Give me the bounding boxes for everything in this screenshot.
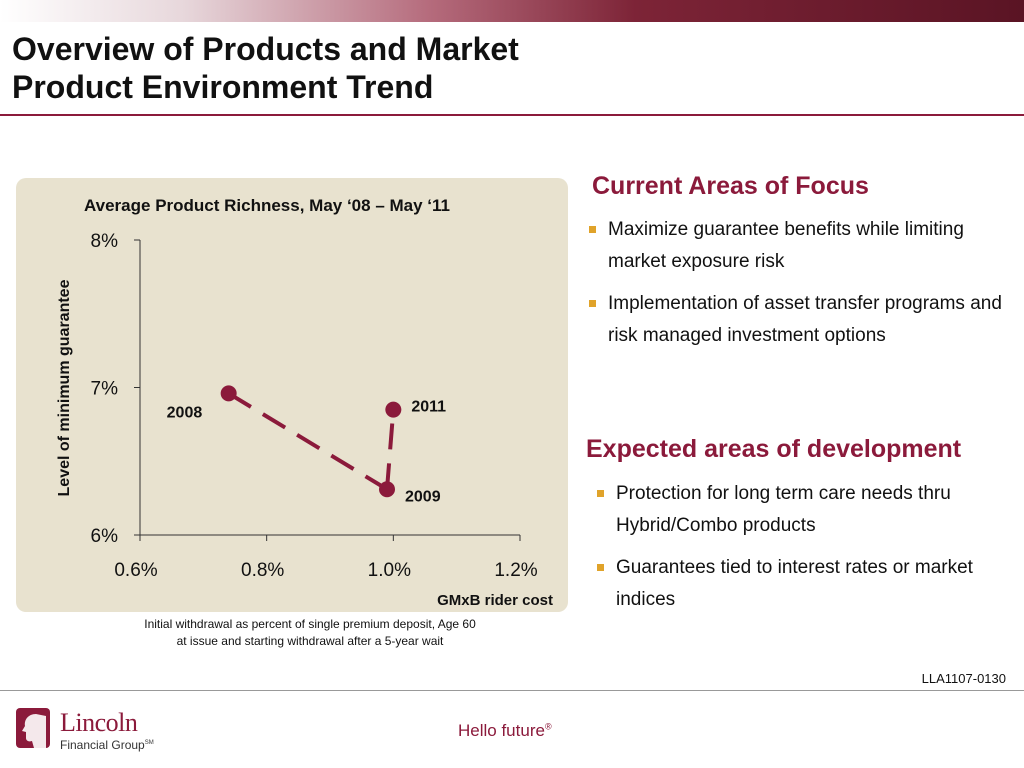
lincoln-profile-icon bbox=[16, 708, 50, 748]
data-label: 2008 bbox=[167, 404, 203, 421]
chart-footnote: Initial withdrawal as percent of single … bbox=[100, 616, 520, 650]
x-axis-title: GMxB rider cost bbox=[437, 592, 553, 609]
y-tick-label: 7% bbox=[91, 379, 119, 400]
series-segment bbox=[385, 409, 396, 490]
top-accent-bar bbox=[0, 0, 1024, 22]
tagline: Hello future® bbox=[458, 721, 552, 741]
tagline-mark: ® bbox=[544, 721, 552, 732]
logo-subtitle: Financial GroupSM bbox=[60, 738, 154, 752]
x-tick-label: 1.0% bbox=[368, 560, 411, 581]
data-point bbox=[220, 385, 237, 402]
tagline-text: Hello future bbox=[458, 721, 545, 740]
logo-wordmark: Lincoln bbox=[60, 708, 138, 737]
lincoln-logo: Lincoln Financial GroupSM bbox=[16, 708, 176, 754]
chart-footnote-line1: Initial withdrawal as percent of single … bbox=[144, 617, 476, 631]
square-bullet-icon bbox=[589, 226, 596, 233]
development-bullet-text: Guarantees tied to interest rates or mar… bbox=[616, 557, 973, 610]
focus-heading: Current Areas of Focus bbox=[592, 172, 869, 200]
footer-divider bbox=[0, 690, 1024, 691]
focus-bullet-text: Maximize guarantee benefits while limiti… bbox=[608, 219, 964, 272]
data-label: 2011 bbox=[411, 399, 446, 416]
logo-subtitle-mark: SM bbox=[144, 740, 154, 746]
development-bullet: Protection for long term care needs thru… bbox=[588, 478, 1008, 542]
data-label: 2009 bbox=[405, 488, 441, 505]
page-title-line1: Overview of Products and Market bbox=[12, 31, 519, 67]
data-point bbox=[379, 481, 395, 498]
chart-title: Average Product Richness, May ‘08 – May … bbox=[84, 196, 450, 215]
y-axis-title: Level of minimum guarantee bbox=[56, 279, 73, 496]
series-segment bbox=[227, 391, 389, 491]
y-tick-label: 8% bbox=[91, 231, 119, 252]
y-tick-label: 6% bbox=[91, 526, 119, 547]
document-code: LLA1107-0130 bbox=[921, 671, 1006, 686]
focus-bullet-text: Implementation of asset transfer program… bbox=[608, 293, 1002, 346]
development-bullet: Guarantees tied to interest rates or mar… bbox=[588, 552, 1008, 616]
focus-list: Maximize guarantee benefits while limiti… bbox=[580, 214, 1016, 362]
logo-subtitle-text: Financial Group bbox=[60, 738, 145, 752]
development-list: Protection for long term care needs thru… bbox=[588, 478, 1008, 626]
chart-panel bbox=[16, 178, 568, 612]
page-title: Overview of Products and Market Product … bbox=[12, 30, 519, 106]
focus-bullet: Implementation of asset transfer program… bbox=[580, 288, 1016, 352]
focus-bullet: Maximize guarantee benefits while limiti… bbox=[580, 214, 1016, 278]
square-bullet-icon bbox=[597, 564, 604, 571]
x-tick-label: 0.6% bbox=[114, 560, 157, 581]
square-bullet-icon bbox=[597, 490, 604, 497]
title-divider bbox=[0, 114, 1024, 116]
square-bullet-icon bbox=[589, 300, 596, 307]
chart-footnote-line2: at issue and starting withdrawal after a… bbox=[176, 634, 444, 648]
page-title-line2: Product Environment Trend bbox=[12, 69, 434, 105]
x-tick-label: 0.8% bbox=[241, 560, 284, 581]
development-bullet-text: Protection for long term care needs thru… bbox=[616, 483, 951, 536]
x-tick-label: 1.2% bbox=[494, 560, 537, 581]
data-point bbox=[385, 401, 402, 418]
development-heading: Expected areas of development bbox=[586, 435, 962, 463]
